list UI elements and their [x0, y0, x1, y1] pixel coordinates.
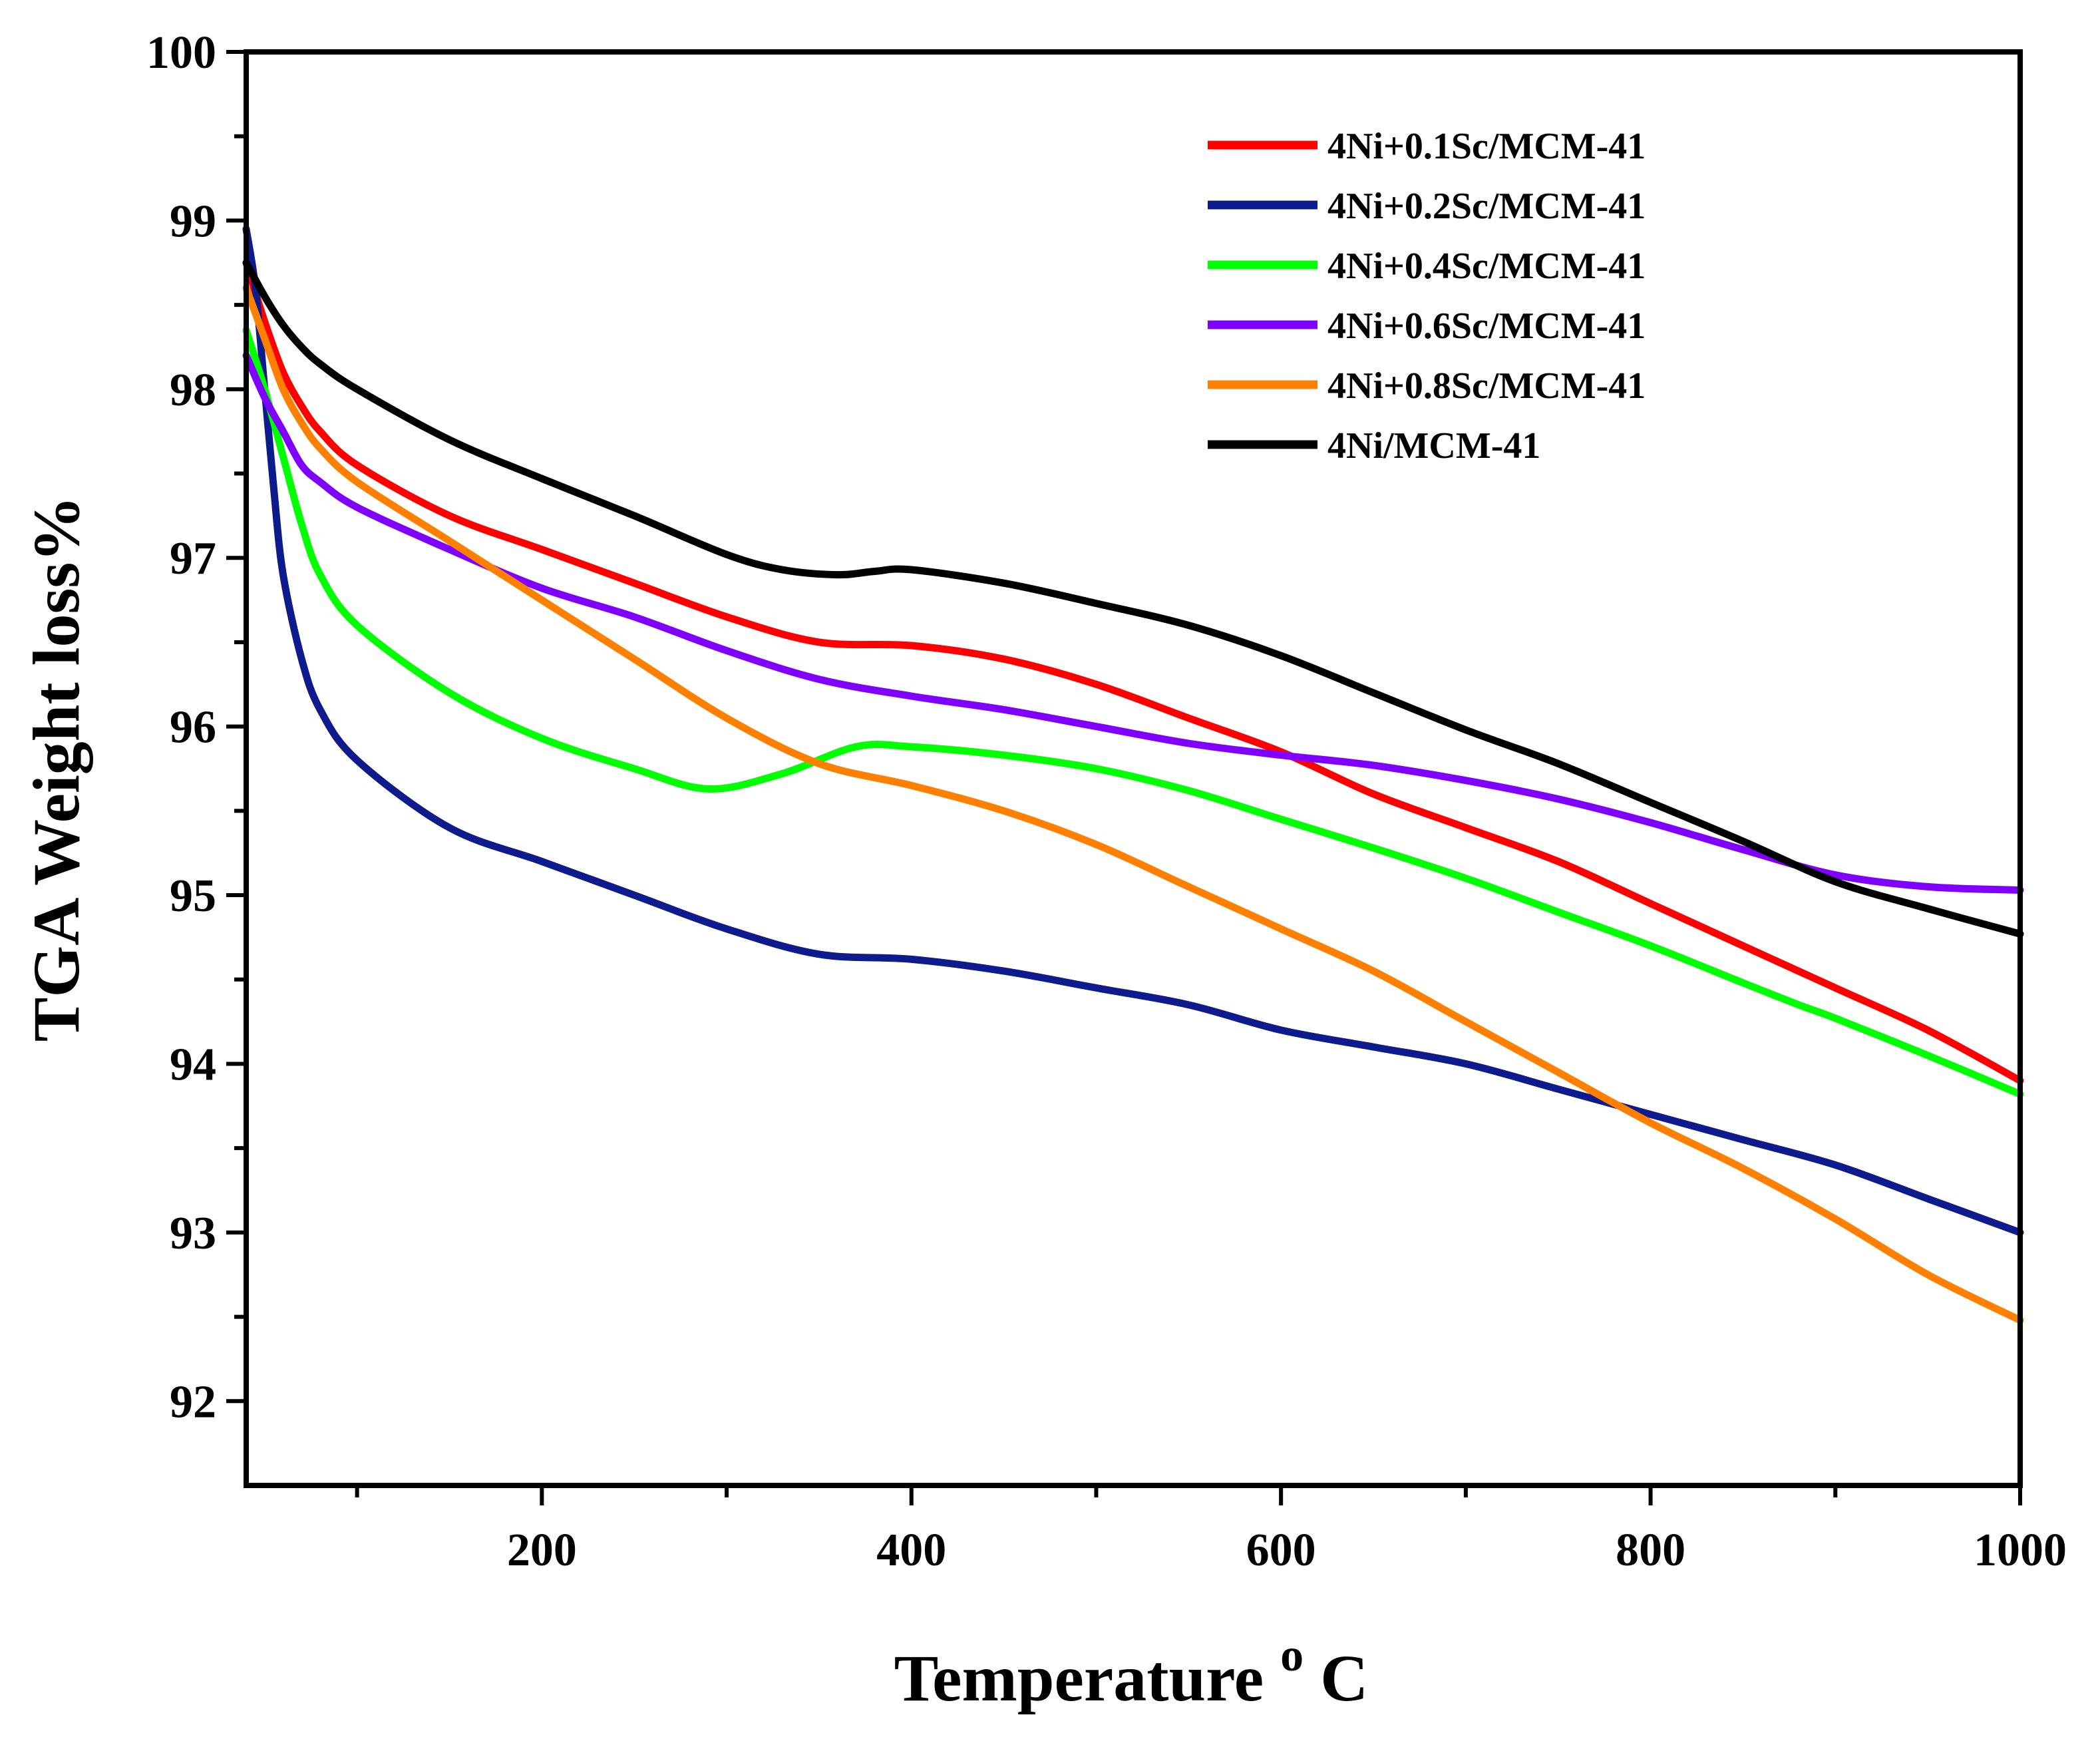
y-tick-label: 97	[170, 533, 216, 584]
series-line-3	[242, 326, 2024, 1098]
x-tick-label: 400	[876, 1525, 946, 1576]
plot-frame	[244, 49, 2023, 1488]
y-tick-label: 96	[170, 702, 216, 753]
series-line-6	[242, 259, 2024, 938]
series-lines	[242, 225, 2024, 1324]
y-tick-label: 100	[146, 27, 216, 79]
y-tick-label: 93	[170, 1208, 216, 1259]
y-tick-label: 95	[170, 871, 216, 922]
x-axis-title-text: Temperature	[894, 1641, 1264, 1715]
legend-label: 4Ni+0.1Sc/MCM-41	[1327, 126, 1646, 167]
x-tick-label: 200	[507, 1525, 577, 1576]
series-line-1	[242, 259, 2024, 1085]
legend-label: 4Ni+0.2Sc/MCM-41	[1327, 186, 1646, 227]
legend: 4Ni+0.1Sc/MCM-41 4Ni+0.2Sc/MCM-41 4Ni+0.4S…	[1208, 126, 1646, 467]
series-line-2	[242, 225, 2024, 1237]
x-tick-label: 800	[1616, 1525, 1685, 1576]
series-line-5	[242, 284, 2024, 1324]
y-tick-label: 99	[170, 196, 216, 247]
y-tick-label: 98	[170, 365, 216, 416]
legend-label: 4Ni/MCM-41	[1327, 425, 1540, 467]
x-axis-title: Temperature o C	[894, 1611, 1369, 1715]
y-tick-label: 92	[170, 1376, 216, 1428]
x-tick-label: 1000	[1974, 1525, 2067, 1576]
tick-labels: 200 400 600 800 1000 92 93 94 95 96 97 98 99 100	[146, 27, 2067, 1576]
x-tick-label: 600	[1246, 1525, 1316, 1576]
series-line-4	[242, 351, 2024, 894]
legend-label: 4Ni+0.8Sc/MCM-41	[1327, 365, 1646, 407]
legend-label: 4Ni+0.4Sc/MCM-41	[1327, 246, 1646, 287]
axis-ticks	[226, 50, 2022, 1505]
x-axis-title-superscript: o	[1280, 1630, 1304, 1681]
y-tick-label: 94	[170, 1039, 216, 1090]
x-axis-title-unit: C	[1320, 1641, 1368, 1715]
y-axis-title: TGA Weight loss%	[19, 496, 93, 1042]
legend-label: 4Ni+0.6Sc/MCM-41	[1327, 305, 1646, 347]
